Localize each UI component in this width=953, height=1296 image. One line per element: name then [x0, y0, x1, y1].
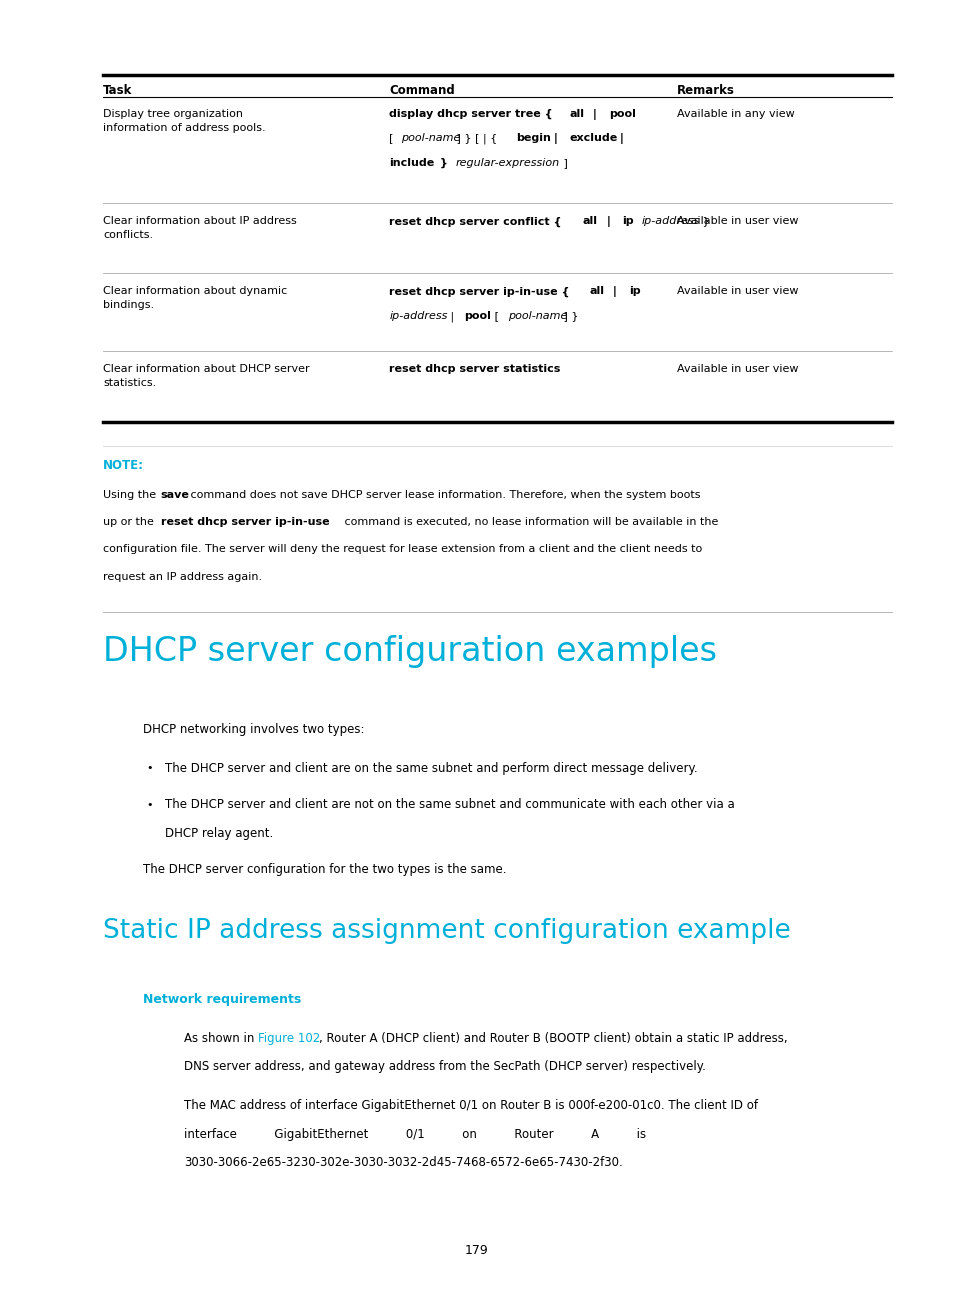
Text: Command: Command: [389, 84, 455, 97]
Text: pool: pool: [609, 109, 636, 119]
Text: |: |: [602, 216, 614, 227]
Text: request an IP address again.: request an IP address again.: [103, 572, 262, 582]
Text: begin: begin: [516, 133, 551, 144]
Text: interface          GigabitEthernet          0/1          on          Router     : interface GigabitEthernet 0/1 on Router: [184, 1128, 645, 1140]
Text: The MAC address of interface GigabitEthernet 0/1 on Router B is 000f-e200-01c0. : The MAC address of interface GigabitEthe…: [184, 1099, 758, 1112]
Text: Static IP address assignment configuration example: Static IP address assignment configurati…: [103, 918, 790, 943]
Text: ] } [ | {: ] } [ | {: [453, 133, 500, 144]
Text: pool: pool: [464, 311, 491, 321]
Text: DHCP networking involves two types:: DHCP networking involves two types:: [143, 723, 364, 736]
Text: }: }: [436, 158, 451, 168]
Text: ip: ip: [629, 286, 640, 297]
Text: Available in any view: Available in any view: [677, 109, 794, 119]
Text: reset dhcp server conflict {: reset dhcp server conflict {: [389, 216, 565, 227]
Text: all: all: [582, 216, 597, 227]
Text: [: [: [491, 311, 502, 321]
Text: |: |: [549, 133, 560, 144]
Text: Clear information about DHCP server
statistics.: Clear information about DHCP server stat…: [103, 364, 310, 389]
Text: 3030-3066-2e65-3230-302e-3030-3032-2d45-7468-6572-6e65-7430-2f30.: 3030-3066-2e65-3230-302e-3030-3032-2d45-…: [184, 1156, 622, 1169]
Text: configuration file. The server will deny the request for lease extension from a : configuration file. The server will deny…: [103, 544, 701, 555]
Text: The DHCP server and client are not on the same subnet and communicate with each : The DHCP server and client are not on th…: [165, 798, 734, 811]
Text: ]: ]: [559, 158, 567, 168]
Text: NOTE:: NOTE:: [103, 459, 144, 472]
Text: Task: Task: [103, 84, 132, 97]
Text: reset dhcp server ip-in-use {: reset dhcp server ip-in-use {: [389, 286, 573, 297]
Text: DNS server address, and gateway address from the SecPath (DHCP server) respectiv: DNS server address, and gateway address …: [184, 1060, 705, 1073]
Text: exclude: exclude: [569, 133, 618, 144]
Text: |: |: [609, 286, 620, 297]
Text: Display tree organization
information of address pools.: Display tree organization information of…: [103, 109, 265, 133]
Text: pool-name: pool-name: [400, 133, 459, 144]
Text: |: |: [447, 311, 457, 321]
Text: up or the: up or the: [103, 517, 157, 527]
Text: pool-name: pool-name: [508, 311, 567, 321]
Text: Available in user view: Available in user view: [677, 364, 798, 375]
Text: Available in user view: Available in user view: [677, 216, 798, 227]
Text: |: |: [589, 109, 600, 119]
Text: [: [: [389, 133, 396, 144]
Text: The DHCP server configuration for the two types is the same.: The DHCP server configuration for the tw…: [143, 863, 506, 876]
Text: command is executed, no lease information will be available in the: command is executed, no lease informatio…: [340, 517, 718, 527]
Text: ip-address: ip-address: [641, 216, 700, 227]
Text: command does not save DHCP server lease information. Therefore, when the system : command does not save DHCP server lease …: [188, 490, 700, 500]
Text: The DHCP server and client are on the same subnet and perform direct message del: The DHCP server and client are on the sa…: [165, 762, 697, 775]
Text: all: all: [589, 286, 603, 297]
Text: reset dhcp server ip-in-use: reset dhcp server ip-in-use: [161, 517, 329, 527]
Text: •: •: [146, 763, 152, 774]
Text: DHCP server configuration examples: DHCP server configuration examples: [103, 635, 717, 667]
Text: reset dhcp server statistics: reset dhcp server statistics: [389, 364, 560, 375]
Text: display dhcp server tree {: display dhcp server tree {: [389, 109, 557, 119]
Text: 179: 179: [465, 1244, 488, 1257]
Text: save: save: [161, 490, 190, 500]
Text: |: |: [616, 133, 623, 144]
Text: DHCP relay agent.: DHCP relay agent.: [165, 827, 273, 840]
Text: Using the: Using the: [103, 490, 159, 500]
Text: Figure 102: Figure 102: [257, 1032, 319, 1045]
Text: •: •: [146, 800, 152, 810]
Text: regular-expression: regular-expression: [456, 158, 559, 168]
Text: include: include: [389, 158, 434, 168]
Text: ] }: ] }: [559, 311, 578, 321]
Text: Remarks: Remarks: [677, 84, 735, 97]
Text: Clear information about dynamic
bindings.: Clear information about dynamic bindings…: [103, 286, 287, 311]
Text: }: }: [699, 216, 709, 227]
Text: As shown in: As shown in: [184, 1032, 258, 1045]
Text: all: all: [569, 109, 583, 119]
Text: Available in user view: Available in user view: [677, 286, 798, 297]
Text: Network requirements: Network requirements: [143, 993, 301, 1006]
Text: ip-address: ip-address: [389, 311, 447, 321]
Text: Clear information about IP address
conflicts.: Clear information about IP address confl…: [103, 216, 296, 241]
Text: , Router A (DHCP client) and Router B (BOOTP client) obtain a static IP address,: , Router A (DHCP client) and Router B (B…: [319, 1032, 787, 1045]
Text: ip: ip: [622, 216, 634, 227]
